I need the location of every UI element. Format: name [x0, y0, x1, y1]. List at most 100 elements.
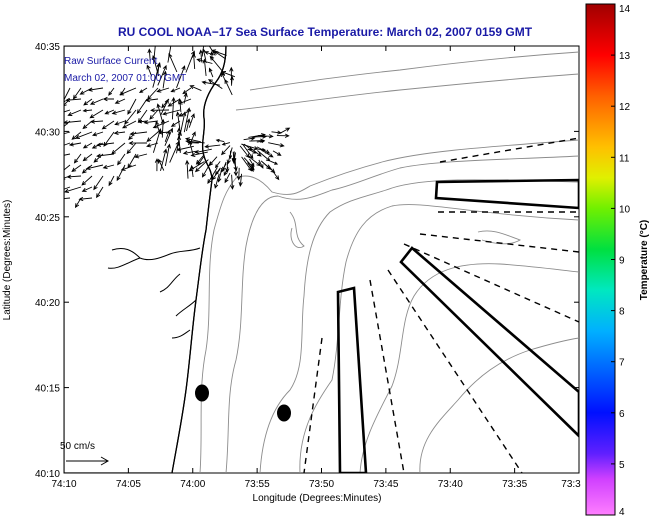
current-vector-arrow: [195, 155, 204, 165]
current-vector-arrow: [182, 150, 198, 155]
current-vector-arrow: [149, 109, 159, 120]
current-vector-arrow: [257, 134, 274, 139]
current-vector-arrow: [188, 161, 205, 172]
buoy-marker: [277, 404, 291, 422]
current-vector-arrow: [204, 144, 221, 149]
current-vector-arrow: [96, 142, 115, 147]
current-vector-arrow: [129, 131, 148, 136]
current-vector-arrow: [136, 98, 148, 115]
current-vector-arrow: [185, 50, 196, 73]
current-vector-arrow: [204, 51, 214, 56]
current-vector-arrow: [126, 142, 137, 155]
current-vector-arrow: [267, 164, 280, 181]
current-vector-arrow: [171, 96, 176, 120]
x-tick-label: 73:45: [373, 479, 398, 490]
current-vector-arrow: [119, 87, 137, 96]
current-vector-arrow: [134, 153, 148, 159]
beam-line: [419, 233, 579, 253]
current-vector-arrow: [211, 169, 221, 181]
inlet-line: [107, 247, 201, 293]
current-vector-arrow: [120, 164, 137, 171]
current-vector-arrow: [233, 160, 239, 177]
colorbar-tick-label: 7: [619, 358, 625, 369]
current-vector-arrow: [183, 107, 191, 133]
current-vector-arrow: [64, 186, 82, 193]
current-vector-arrow: [108, 87, 115, 96]
current-vector-arrow: [196, 58, 213, 64]
current-vector-arrow: [252, 134, 268, 139]
current-vector-arrow: [113, 130, 126, 136]
current-vector-arrow: [143, 120, 159, 125]
bathymetry-contours: [199, 51, 579, 473]
current-vector-arrow: [154, 158, 160, 172]
current-vector-arrow: [188, 113, 195, 128]
current-vector-arrow: [156, 87, 170, 93]
current-vector-arrow: [248, 156, 262, 167]
current-vector-arrow: [66, 174, 82, 179]
x-tick-label: 73:50: [309, 479, 334, 490]
current-vector-arrow: [124, 109, 137, 125]
current-vector-arrow: [207, 167, 218, 184]
current-vector-arrow: [194, 159, 209, 173]
current-vector-arrow: [64, 142, 71, 146]
current-vector-arrow: [268, 142, 285, 148]
current-vector-arrow: [64, 131, 71, 135]
x-axis-label: Longitude (Degrees:Minutes): [253, 493, 382, 504]
colorbar-ticks: 4 5 6 7 8 9 10 11 12 13 14: [611, 3, 631, 518]
current-vector-arrow: [168, 52, 178, 73]
current-vector-arrow: [87, 87, 104, 92]
current-vector-arrow: [89, 98, 104, 105]
current-vector-arrow: [170, 87, 181, 93]
current-vector-arrow: [194, 148, 212, 155]
current-vector-arrow: [111, 109, 126, 115]
annotation-line-2: March 02, 2007 01:00 GMT: [64, 73, 186, 84]
current-vector-arrow: [236, 167, 241, 181]
current-vector-arrow: [102, 164, 115, 169]
current-vector-arrow: [208, 67, 214, 78]
x-tick-label: 73:40: [438, 479, 463, 490]
beam-line: [387, 269, 523, 473]
current-vector-arrow: [74, 131, 93, 139]
current-vector-arrow: [71, 131, 82, 140]
current-vector-arrow: [147, 48, 152, 61]
current-vector-arrow: [186, 118, 191, 132]
current-vector-arrow: [243, 143, 253, 151]
current-vector-arrow: [224, 172, 231, 184]
radar-sectors: [336, 178, 579, 473]
sector-polygon: [336, 286, 368, 473]
current-vector-arrow: [225, 162, 230, 174]
y-tick-label: 40:15: [35, 384, 60, 395]
current-vector-arrow: [242, 143, 254, 160]
map-layer: [64, 46, 579, 473]
current-vector-arrow: [127, 98, 137, 115]
current-vector-arrow: [164, 143, 171, 166]
colorbar-tick-label: 11: [619, 153, 630, 164]
colorbar-tick-label: 12: [619, 102, 631, 113]
colorbar-tick-label: 4: [619, 507, 625, 518]
y-tick-label: 40:20: [35, 298, 60, 309]
current-vector-arrow: [276, 133, 290, 138]
y-tick-label: 40:35: [35, 42, 60, 53]
contour-line: [235, 73, 579, 111]
current-vector-arrow: [214, 173, 220, 189]
current-vector-arrow: [82, 108, 93, 113]
current-vector-arrow: [81, 175, 93, 186]
current-vector-arrow: [108, 175, 115, 187]
current-vector-arrow: [128, 140, 148, 146]
current-vector-arrow: [247, 162, 254, 172]
current-vector-arrow: [81, 186, 93, 192]
current-vector-arrow: [72, 87, 82, 100]
colorbar: [585, 3, 616, 516]
current-vector-arrow: [258, 159, 264, 169]
x-tick-label: 74:10: [51, 479, 76, 490]
current-vector-arrow: [249, 158, 255, 168]
current-vector-arrow: [64, 109, 71, 113]
colorbar-tick-label: 9: [619, 256, 625, 267]
current-vector-arrow: [220, 145, 231, 156]
current-vector-arrow: [121, 120, 137, 129]
current-vector-arrow: [82, 142, 93, 149]
beam-line: [403, 243, 579, 323]
chart-title: RU COOL NOAA−17 Sea Surface Temperature:…: [118, 25, 533, 39]
current-vector-arrow: [176, 65, 186, 88]
current-vector-arrow: [184, 137, 201, 143]
